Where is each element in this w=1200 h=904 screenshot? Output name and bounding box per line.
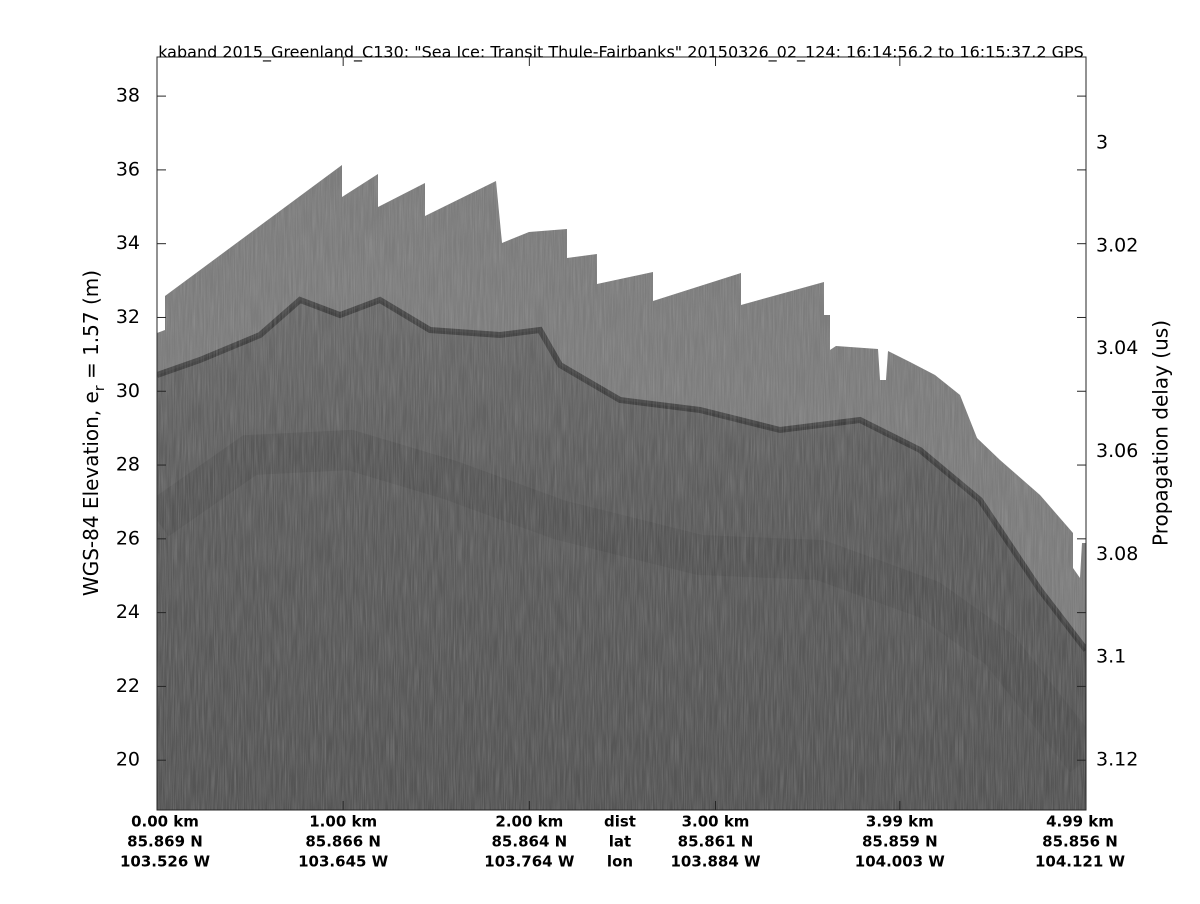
y-tick-label: 26 bbox=[116, 527, 140, 549]
y-axis-label-part: WGS-84 Elevation, e bbox=[79, 391, 103, 596]
y2-tick-label: 3 bbox=[1096, 131, 1108, 153]
x-tick-lat: 85.869 N bbox=[127, 833, 203, 851]
x-tick-lon: 104.121 W bbox=[1035, 853, 1126, 871]
x-tick-lon: 103.526 W bbox=[120, 853, 211, 871]
x-tick-lon: 104.003 W bbox=[855, 853, 946, 871]
x-tick-label: 3.00 km bbox=[682, 813, 750, 831]
y2-tick-label: 3.12 bbox=[1096, 749, 1138, 771]
y2-tick-label: 3.04 bbox=[1096, 337, 1138, 359]
x-row-name: lat bbox=[609, 833, 631, 851]
x-tick-lon: 103.764 W bbox=[484, 853, 575, 871]
y2-tick-label: 3.06 bbox=[1096, 440, 1138, 462]
y2-tick-label: 3.08 bbox=[1096, 543, 1138, 565]
y-tick-label: 36 bbox=[116, 158, 140, 180]
y-tick-label: 38 bbox=[116, 85, 140, 107]
y-tick-label: 22 bbox=[116, 675, 140, 697]
y-tick-label: 20 bbox=[116, 749, 140, 771]
x-tick-label: 1.00 km bbox=[309, 813, 377, 831]
x-tick-lon: 103.645 W bbox=[298, 853, 389, 871]
y-axis-label: WGS-84 Elevation, er = 1.57 (m) bbox=[79, 270, 109, 596]
x-row-name: lon bbox=[607, 853, 633, 871]
x-row-name: dist bbox=[604, 813, 636, 831]
x-tick-lat: 85.864 N bbox=[492, 833, 568, 851]
y2-tick-label: 3.1 bbox=[1096, 646, 1126, 668]
x-tick-lat: 85.859 N bbox=[862, 833, 938, 851]
x-tick-label: 3.99 km bbox=[866, 813, 934, 831]
y-tick-label: 28 bbox=[116, 454, 140, 476]
y-tick-label: 32 bbox=[116, 306, 140, 328]
x-tick-label: 2.00 km bbox=[495, 813, 563, 831]
x-tick-label: 4.99 km bbox=[1046, 813, 1114, 831]
y2-tick-label: 3.02 bbox=[1096, 234, 1138, 256]
y-tick-label: 24 bbox=[116, 601, 140, 623]
x-tick-lon: 103.884 W bbox=[670, 853, 761, 871]
x-tick-lat: 85.856 N bbox=[1042, 833, 1118, 851]
y-axis-label-part: = 1.57 (m) bbox=[79, 270, 103, 385]
chart-title: kaband 2015_Greenland_C130: "Sea Ice: Tr… bbox=[158, 43, 1084, 63]
y2-axis-label: Propagation delay (us) bbox=[1149, 320, 1173, 546]
x-tick-lat: 85.861 N bbox=[678, 833, 754, 851]
x-tick-label: 0.00 km bbox=[131, 813, 199, 831]
y-axis-label-subscript: r bbox=[92, 385, 108, 391]
y-tick-label: 30 bbox=[116, 380, 140, 402]
plot-frame bbox=[156, 56, 1087, 811]
y-tick-label: 34 bbox=[116, 232, 140, 254]
x-tick-lat: 85.866 N bbox=[305, 833, 381, 851]
